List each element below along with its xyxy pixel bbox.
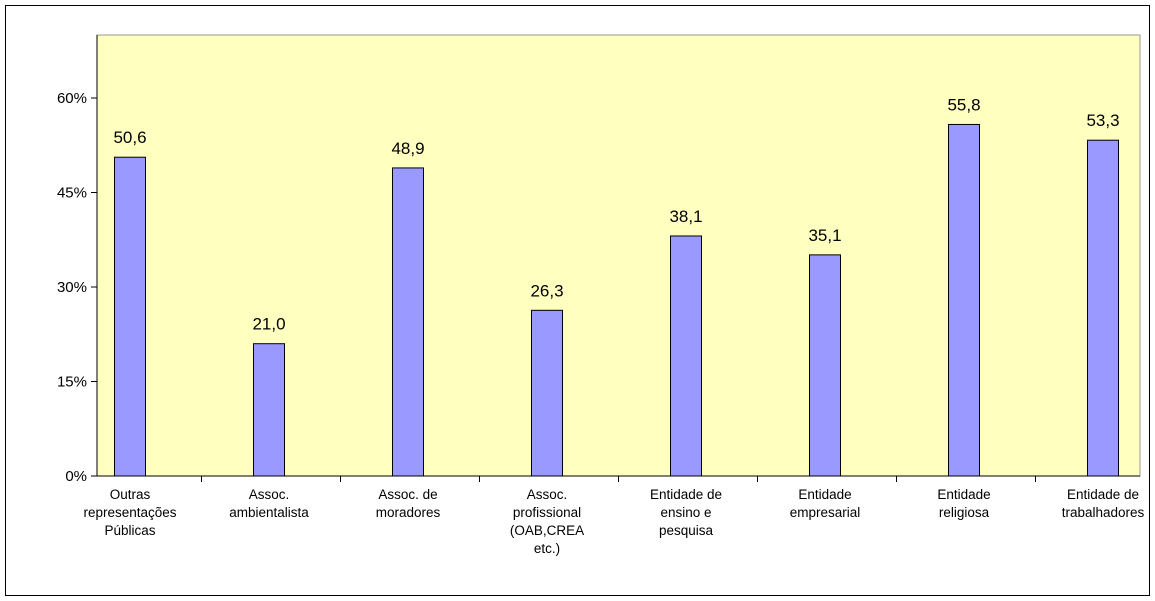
- y-tick-label: 15%: [57, 374, 87, 391]
- value-label: 35,1: [808, 226, 841, 245]
- value-label: 55,8: [947, 95, 980, 114]
- x-tick-label: Entidade de: [1067, 487, 1139, 502]
- x-tick-label: Assoc.: [527, 487, 568, 502]
- y-tick-label: 30%: [57, 279, 87, 296]
- bar: [253, 343, 285, 477]
- x-tick-label: moradores: [376, 505, 441, 520]
- x-tick-label: ensino e: [660, 505, 711, 520]
- x-tick-label: representações: [83, 505, 176, 520]
- bar: [948, 123, 980, 477]
- value-label: 21,0: [252, 315, 285, 334]
- x-tick-label: Outras: [110, 487, 151, 502]
- y-tick-label: 45%: [57, 185, 87, 202]
- x-tick-label: Entidade: [798, 487, 851, 502]
- y-tick-label: 0%: [65, 468, 87, 485]
- bar: [114, 156, 146, 477]
- value-label: 48,9: [391, 139, 424, 158]
- x-tick-label: Públicas: [104, 523, 155, 538]
- value-label: 38,1: [669, 207, 702, 226]
- x-tick-label: (OAB,CREA: [510, 523, 584, 538]
- x-tick-label: religiosa: [939, 505, 990, 520]
- bar: [670, 235, 702, 477]
- x-tick-label: profissional: [513, 505, 581, 520]
- bar: [392, 167, 424, 477]
- value-label: 26,3: [530, 281, 563, 300]
- x-tick-label: pesquisa: [659, 523, 714, 538]
- value-label: 53,3: [1086, 111, 1119, 130]
- bar: [531, 309, 563, 477]
- bar: [1087, 139, 1119, 477]
- x-tick-label: ambientalista: [229, 505, 309, 520]
- x-tick-label: Entidade de: [650, 487, 722, 502]
- x-tick-label: empresarial: [790, 505, 861, 520]
- x-tick-label: trabalhadores: [1062, 505, 1145, 520]
- value-label: 50,6: [113, 128, 146, 147]
- x-tick-label: etc.): [534, 541, 560, 556]
- y-tick-label: 60%: [57, 90, 87, 107]
- bar: [809, 254, 841, 477]
- x-tick-label: Assoc.: [249, 487, 290, 502]
- x-tick-label: Assoc. de: [378, 487, 437, 502]
- x-tick-label: Entidade: [937, 487, 990, 502]
